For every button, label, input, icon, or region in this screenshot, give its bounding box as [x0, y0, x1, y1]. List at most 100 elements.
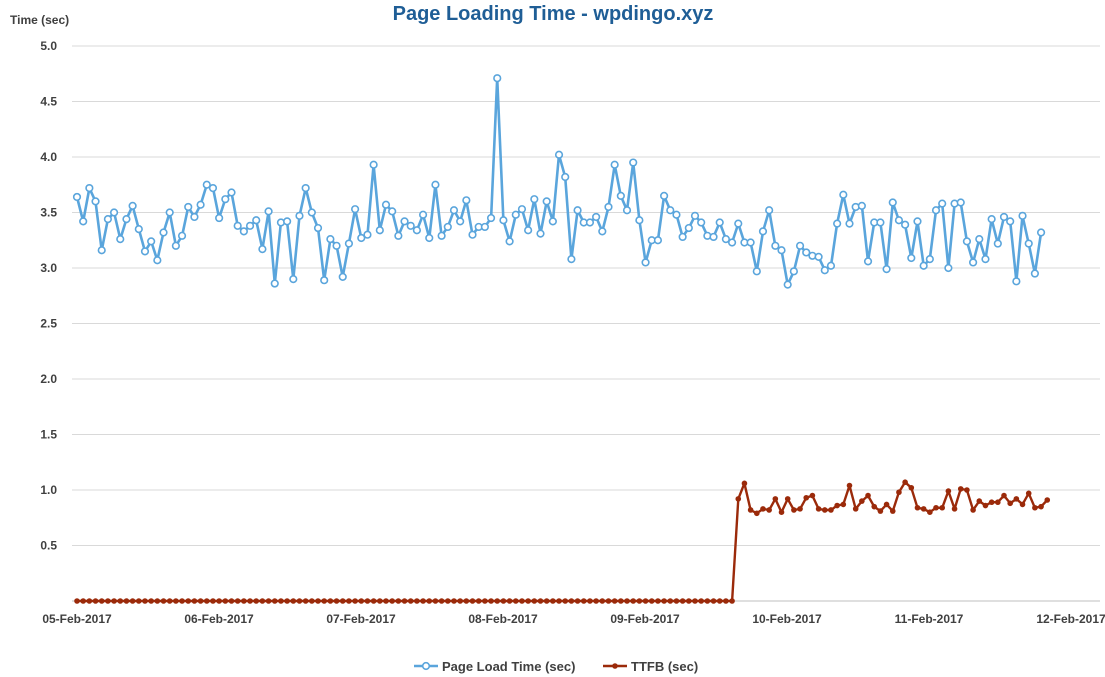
data-point [241, 598, 247, 604]
data-point [692, 598, 698, 604]
data-point [320, 276, 329, 285]
data-point [394, 231, 403, 240]
data-point [375, 226, 384, 235]
data-point [431, 180, 440, 189]
data-point [381, 200, 391, 209]
data-point [377, 598, 383, 604]
data-point [445, 598, 451, 604]
data-point [252, 216, 261, 225]
data-point [771, 241, 780, 250]
data-point [635, 216, 644, 225]
data-point [673, 598, 680, 604]
data-point [852, 506, 859, 512]
data-point [426, 598, 433, 604]
data-point [222, 598, 229, 604]
y-tick-label: 1.5 [40, 428, 57, 442]
data-point [889, 508, 896, 514]
x-tick-label: 06-Feb-2017 [184, 612, 254, 626]
data-point [988, 499, 995, 506]
data-point [505, 237, 514, 246]
data-point [772, 496, 779, 502]
y-axis-label: Time (sec) [10, 13, 69, 27]
data-point [791, 507, 797, 513]
data-point [179, 598, 185, 604]
data-point [123, 598, 130, 604]
data-point [605, 598, 612, 604]
data-point [735, 496, 742, 502]
series-layer [72, 74, 1051, 604]
data-point [153, 256, 162, 265]
data-point [128, 201, 137, 210]
data-point [672, 210, 681, 219]
data-point [927, 509, 933, 515]
data-point [727, 238, 737, 247]
data-point [184, 202, 193, 212]
data-point [828, 507, 834, 513]
data-point [723, 598, 729, 604]
data-point [91, 197, 100, 206]
data-point [1012, 277, 1021, 286]
data-point [789, 267, 798, 276]
data-point [636, 598, 643, 604]
data-point [888, 198, 897, 207]
data-point [321, 598, 328, 604]
data-point [741, 480, 748, 487]
data-point [902, 479, 908, 486]
data-point [239, 227, 248, 236]
y-tick-labels: 0.5 1.0 1.5 2.0 2.5 3.0 3.5 4.0 4.5 5.0 [40, 39, 57, 553]
data-point [624, 598, 630, 604]
data-point [752, 267, 761, 276]
data-point [975, 235, 984, 244]
data-point [406, 221, 415, 230]
data-point [79, 217, 88, 226]
data-point [1019, 501, 1026, 508]
data-point [882, 265, 891, 274]
data-point [715, 218, 724, 227]
data-point [863, 257, 873, 266]
data-point [512, 598, 519, 604]
data-point [129, 598, 136, 604]
y-tick-label: 4.0 [40, 150, 57, 164]
data-point [1025, 490, 1032, 497]
data-point [339, 598, 346, 604]
data-point [659, 191, 669, 200]
data-point [388, 207, 397, 216]
data-point [920, 506, 927, 512]
data-point [747, 507, 754, 513]
data-point [661, 598, 667, 604]
chart-title: Page Loading Time - wpdingo.xyz [393, 3, 714, 25]
data-point [185, 598, 192, 604]
data-point [1030, 269, 1039, 278]
data-point [716, 598, 723, 604]
x-tick-label: 11-Feb-2017 [895, 612, 964, 626]
data-point [418, 210, 428, 219]
data-point [486, 213, 496, 223]
data-point [369, 160, 378, 169]
data-point [271, 598, 278, 604]
data-point [407, 598, 414, 604]
data-point [760, 506, 766, 512]
data-point [797, 506, 803, 512]
data-point [463, 598, 470, 604]
data-point [574, 598, 581, 604]
legend-label: TTFB (sec) [631, 659, 698, 674]
data-point [1032, 504, 1038, 511]
legend-item: TTFB (sec) [603, 659, 698, 674]
data-point [530, 195, 539, 204]
data-point [191, 598, 198, 604]
x-tick-label: 05-Feb-2017 [42, 612, 112, 626]
data-point [766, 507, 772, 513]
data-point [165, 208, 174, 217]
data-point [332, 241, 341, 250]
data-point [690, 211, 700, 220]
data-point [982, 502, 989, 509]
data-point [383, 598, 389, 604]
data-point [913, 217, 922, 226]
data-point [493, 74, 502, 83]
data-point [593, 598, 599, 604]
data-point [290, 598, 297, 604]
data-point [1036, 228, 1046, 237]
series-line [77, 481, 1049, 603]
y-tick-label: 3.5 [40, 206, 57, 220]
data-point [389, 598, 395, 604]
